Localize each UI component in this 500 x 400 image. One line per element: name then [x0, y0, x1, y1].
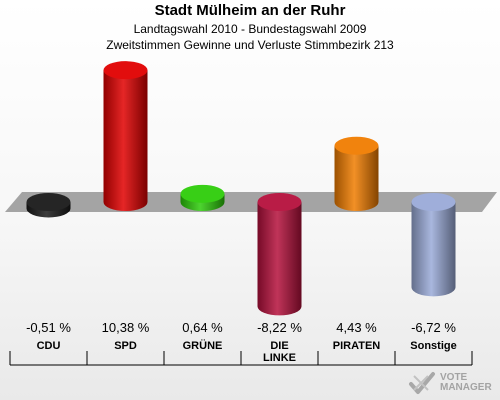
value-label: 0,64 %	[182, 320, 223, 335]
value-label: -8,22 %	[257, 320, 302, 335]
category-label: Sonstige	[410, 340, 456, 352]
category-label: LINKE	[263, 352, 296, 364]
vote-manager-logo: VOTE MANAGER	[408, 370, 492, 396]
value-label: 10,38 %	[102, 320, 150, 335]
bar-cap	[26, 193, 71, 211]
bar-die-linke	[257, 193, 302, 316]
bar-piraten	[334, 136, 379, 211]
bar-body	[411, 202, 456, 297]
bar-cdu	[26, 193, 71, 218]
bar-cap	[334, 136, 379, 155]
chart-title: Stadt Mülheim an der Ruhr	[154, 2, 346, 19]
watermark-text: VOTE MANAGER	[440, 372, 492, 393]
category-label: PIRATEN	[333, 340, 381, 352]
value-label: -0,51 %	[26, 320, 71, 335]
bar-body	[334, 145, 379, 211]
chart-subtitle-district: Zweitstimmen Gewinne und Verluste Stimmb…	[106, 38, 394, 52]
category-label: SPD	[114, 340, 137, 352]
bar-body	[257, 202, 302, 316]
category-label: DIE	[270, 340, 288, 352]
bar-cap	[180, 184, 225, 203]
vote-check-icon	[409, 372, 435, 394]
value-label: -6,72 %	[411, 320, 456, 335]
chart-subtitle-elections: Landtagswahl 2010 - Bundestagswahl 2009	[133, 22, 367, 36]
bar-cap	[411, 193, 456, 211]
bar-body	[103, 70, 148, 211]
bar-gr-ne	[180, 184, 225, 211]
category-label: CDU	[37, 340, 61, 352]
category-label: GRÜNE	[183, 339, 223, 352]
value-label: 4,43 %	[336, 320, 377, 335]
bar-spd	[103, 61, 148, 211]
bar-cap	[103, 61, 148, 80]
bar-sonstige	[411, 193, 456, 297]
bar-cap	[257, 193, 302, 211]
